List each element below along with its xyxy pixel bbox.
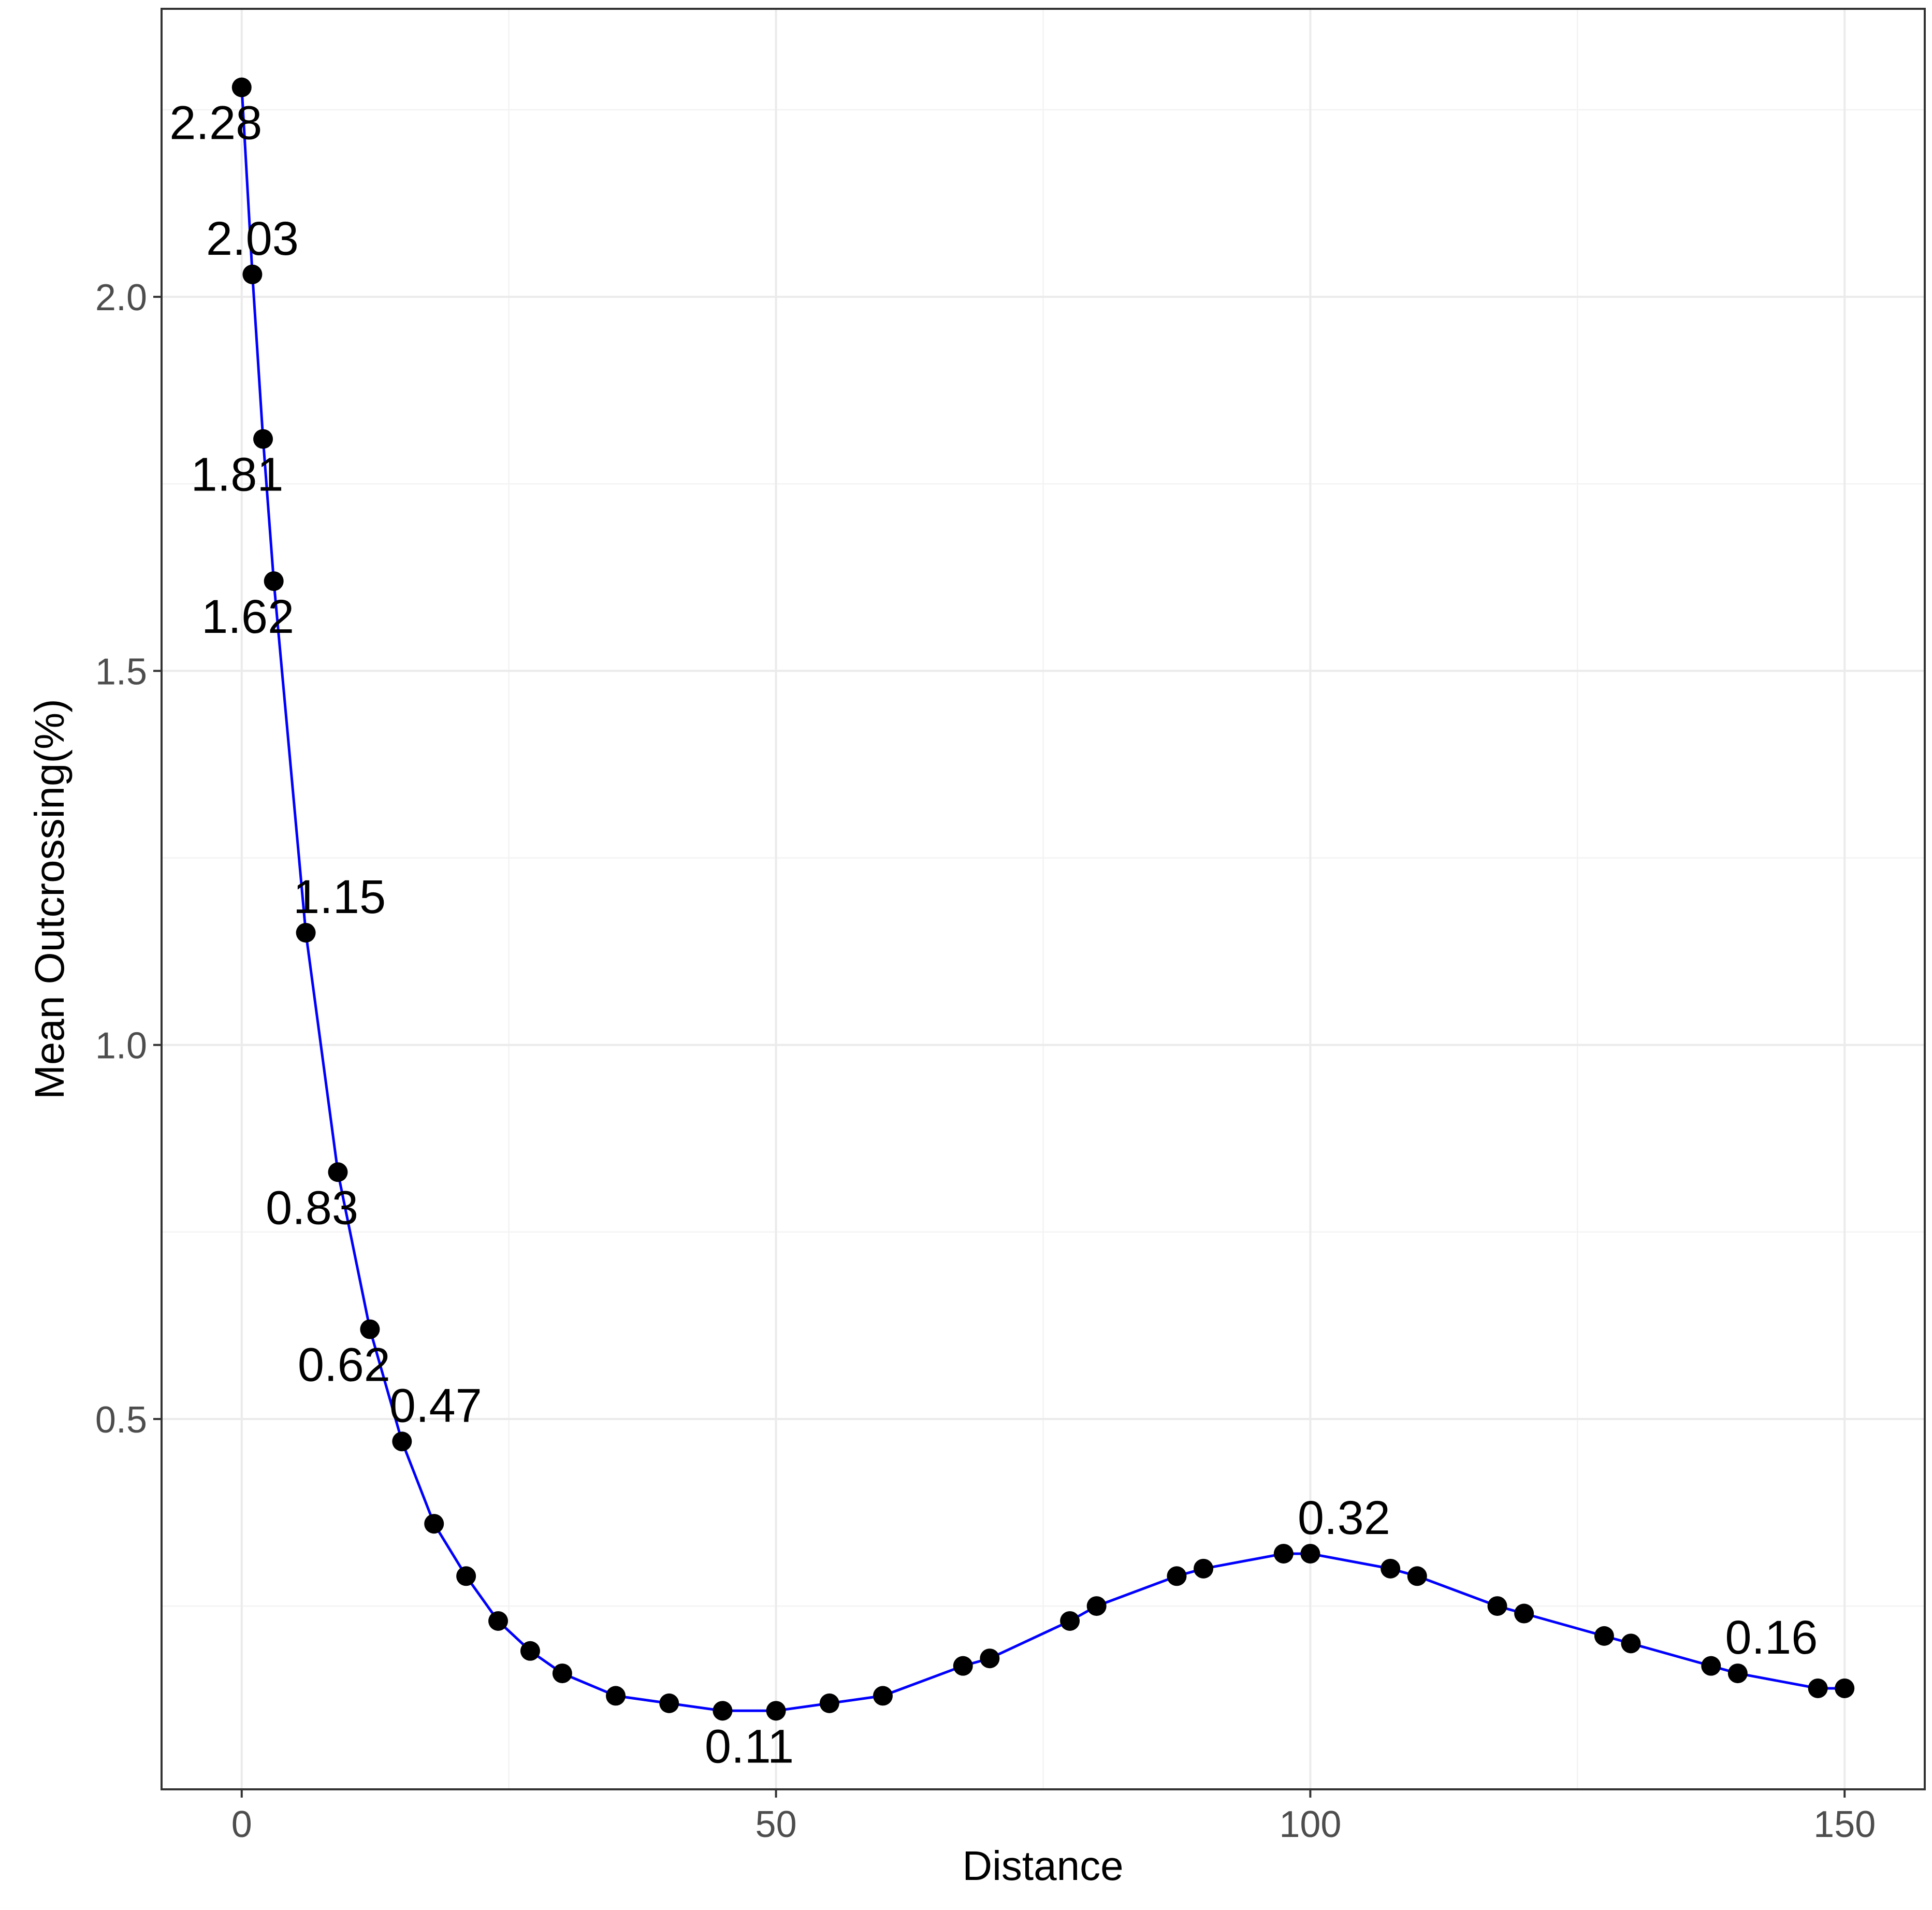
data-point bbox=[488, 1611, 509, 1631]
y-tick-label: 2.0 bbox=[95, 277, 147, 319]
data-point bbox=[713, 1701, 733, 1721]
data-point bbox=[873, 1686, 893, 1706]
data-label: 1.81 bbox=[191, 448, 284, 501]
data-labels: 2.28 2.03 1.81 1.62 1.15 0.83 0.620.47 0.11 0.32… bbox=[169, 97, 1818, 1773]
plot-border bbox=[161, 8, 1926, 1790]
data-point bbox=[1594, 1626, 1614, 1646]
data-point bbox=[1514, 1603, 1534, 1624]
data-label: 0.16 bbox=[1725, 1611, 1818, 1664]
data-label: 2.03 bbox=[206, 212, 299, 265]
data-label: 2.28 bbox=[169, 97, 262, 150]
x-axis-ticks: 0 50 100 150 bbox=[231, 1789, 1876, 1845]
y-tick-label: 1.5 bbox=[95, 651, 147, 692]
x-tick-label: 100 bbox=[1279, 1804, 1341, 1845]
data-point bbox=[980, 1648, 1000, 1669]
data-point bbox=[606, 1686, 626, 1706]
data-point bbox=[231, 77, 252, 97]
data-points bbox=[231, 77, 1855, 1721]
data-label: 1.62 bbox=[201, 590, 294, 643]
data-point bbox=[1381, 1558, 1401, 1579]
data-point bbox=[552, 1663, 572, 1684]
data-label: 0.11 bbox=[705, 1720, 794, 1773]
major-gridlines bbox=[162, 9, 1925, 1789]
data-point bbox=[1407, 1566, 1427, 1586]
data-point bbox=[1808, 1678, 1828, 1698]
data-point bbox=[1701, 1656, 1721, 1676]
data-point bbox=[1273, 1543, 1294, 1564]
data-point bbox=[1487, 1596, 1507, 1616]
data-point bbox=[328, 1162, 348, 1182]
data-point bbox=[296, 923, 316, 943]
data-label: 0.62 bbox=[298, 1339, 390, 1392]
data-point bbox=[392, 1431, 412, 1452]
data-point bbox=[819, 1693, 839, 1713]
y-tick-label: 1.0 bbox=[95, 1025, 147, 1067]
data-label: 0.83 bbox=[266, 1181, 358, 1234]
x-axis-title: Distance bbox=[962, 1843, 1123, 1889]
data-point bbox=[1194, 1558, 1214, 1579]
data-point bbox=[659, 1693, 679, 1713]
data-point bbox=[1835, 1678, 1855, 1698]
data-point bbox=[1727, 1663, 1748, 1684]
data-point bbox=[360, 1319, 380, 1339]
y-tick-label: 0.5 bbox=[95, 1399, 147, 1441]
data-point bbox=[1086, 1596, 1107, 1616]
x-tick-label: 150 bbox=[1813, 1804, 1876, 1845]
data-point bbox=[456, 1566, 476, 1586]
data-point bbox=[1167, 1566, 1187, 1586]
minor-gridlines bbox=[162, 9, 1925, 1789]
data-point bbox=[242, 264, 263, 284]
data-point bbox=[1621, 1633, 1641, 1654]
data-label: 1.15 bbox=[293, 871, 386, 923]
data-point bbox=[424, 1514, 444, 1534]
x-tick-label: 0 bbox=[231, 1804, 252, 1845]
data-point bbox=[264, 571, 284, 591]
x-tick-label: 50 bbox=[756, 1804, 797, 1845]
data-label: 0.32 bbox=[1298, 1492, 1390, 1544]
data-point bbox=[1300, 1543, 1320, 1564]
data-point bbox=[253, 429, 273, 449]
y-axis-ticks: 0.5 1.0 1.5 2.0 bbox=[95, 277, 162, 1441]
y-axis-title: Mean Outcrossing(%) bbox=[26, 699, 72, 1099]
data-point bbox=[1060, 1611, 1080, 1631]
data-label: 0.47 bbox=[389, 1379, 482, 1432]
data-point bbox=[520, 1641, 540, 1661]
data-point bbox=[953, 1656, 973, 1676]
data-point bbox=[766, 1701, 786, 1721]
